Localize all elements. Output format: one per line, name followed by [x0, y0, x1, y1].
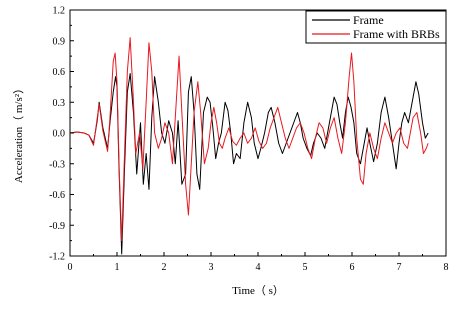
legend-label-frame-with-brbs: Frame with BRBs [353, 27, 440, 41]
x-tick-label: 7 [397, 262, 402, 273]
y-tick-label: -1.2 [49, 252, 65, 263]
legend: Frame Frame with BRBs [305, 10, 447, 44]
x-tick-label: 3 [209, 262, 214, 273]
y-tick-label: 1.2 [53, 6, 66, 17]
y-tick-label: 0.3 [53, 98, 66, 109]
y-axis: -1.2 -0.9 -0.6 -0.3 0.0 0.3 0.6 0.9 1.2 [49, 6, 74, 263]
x-axis-label: Time（ s） [232, 284, 284, 297]
x-axis: 0 1 2 3 4 5 6 7 8 [68, 252, 449, 273]
series-line-frame-with-brbs [69, 37, 429, 242]
x-tick-label: 5 [303, 262, 308, 273]
legend-box [305, 10, 447, 44]
series-layer [69, 37, 429, 255]
x-tick-label: 4 [256, 262, 261, 273]
legend-label-frame: Frame [353, 13, 384, 27]
y-tick-label: 0.6 [53, 67, 66, 78]
x-tick-label: 0 [68, 262, 73, 273]
y-tick-label: 0.9 [53, 36, 66, 47]
y-tick-label: -0.6 [49, 190, 65, 201]
y-tick-label: -0.9 [49, 221, 65, 232]
y-tick-label: -0.3 [49, 159, 65, 170]
y-axis-label: Acceleration（ m/s²） [12, 83, 25, 183]
y-tick-label: 0.0 [53, 129, 66, 140]
x-tick-label: 2 [162, 262, 167, 273]
x-tick-label: 8 [444, 262, 449, 273]
x-tick-label: 1 [115, 262, 120, 273]
x-tick-label: 6 [350, 262, 355, 273]
